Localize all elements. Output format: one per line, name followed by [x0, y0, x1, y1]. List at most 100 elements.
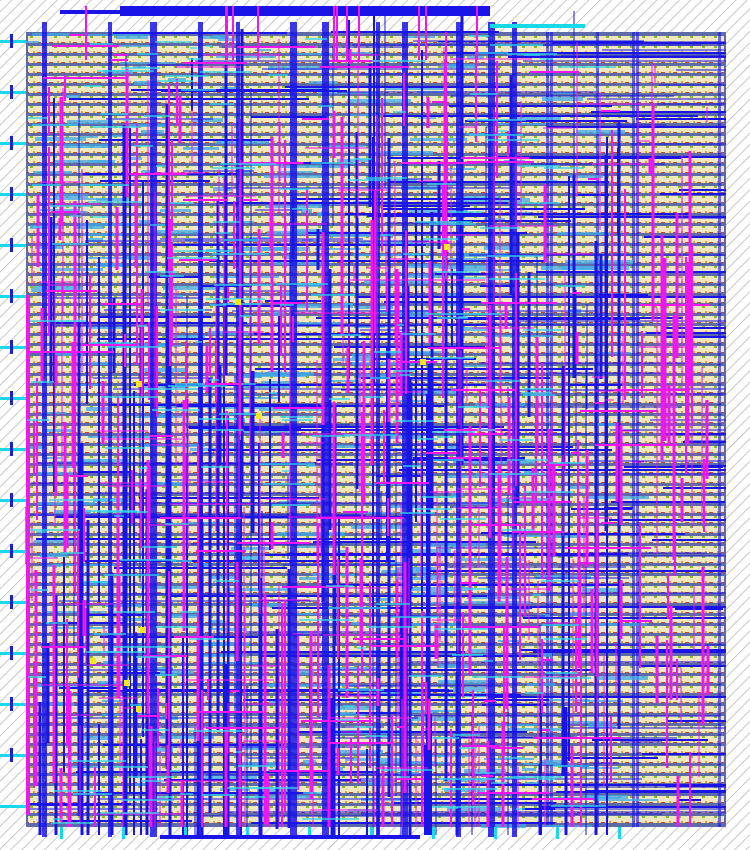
metal-fill-segment: [160, 671, 194, 674]
metal-fill-segment: [33, 286, 83, 288]
metal-fill-segment: [50, 352, 83, 356]
via-marker: [136, 706, 142, 712]
metal-fill-segment: [67, 120, 113, 124]
metal-fill-segment: [444, 788, 485, 792]
metal-fill-segment: [279, 501, 335, 503]
metal-fill-segment: [551, 92, 577, 94]
metal-fill-segment: [86, 238, 103, 242]
metal-fill-segment: [390, 593, 443, 595]
metal-fill-segment: [514, 608, 529, 612]
metal-fill-segment: [56, 194, 88, 198]
metal-fill-segment: [133, 66, 146, 68]
metal-fill-segment: [134, 81, 157, 85]
metal-fill-segment: [40, 268, 103, 271]
metal-fill-segment: [83, 233, 122, 236]
metal-fill-segment: [88, 326, 126, 329]
metal-fill-segment: [257, 789, 290, 792]
metal-fill-segment: [402, 274, 449, 278]
metal-fill-segment: [268, 66, 337, 70]
metal-fill-segment: [333, 358, 376, 361]
io-pin-stub: [10, 493, 13, 507]
metal-fill-segment: [239, 221, 254, 223]
metal-fill-segment: [464, 769, 506, 773]
metal-fill-segment: [202, 642, 249, 646]
metal-fill-segment: [568, 175, 603, 178]
metal-fill-segment: [370, 179, 417, 182]
metal-fill-segment: [171, 335, 205, 338]
metal-fill-segment: [80, 736, 111, 740]
metal-fill-segment: [327, 380, 358, 382]
metal-fill-segment: [54, 510, 91, 514]
metal-fill-segment: [580, 623, 647, 626]
metal-fill-segment: [213, 276, 279, 278]
metal-fill-segment: [401, 623, 464, 626]
metal-fill-segment: [237, 762, 299, 765]
metal-fill-segment: [63, 95, 80, 98]
metal-fill-segment: [213, 35, 229, 39]
io-pin-stub: [10, 85, 13, 99]
io-pin-stub: [10, 340, 13, 354]
io-pin-stub: [10, 289, 13, 303]
metal-fill-segment: [251, 372, 314, 376]
metal-fill-segment: [522, 768, 536, 771]
metal-fill-segment: [135, 416, 182, 418]
io-pin-bottom: [122, 827, 125, 839]
metal-fill-segment: [216, 55, 276, 58]
metal-fill-segment: [252, 603, 290, 607]
metal-fill-segment: [96, 198, 129, 201]
metal-fill-segment: [221, 628, 247, 631]
metal-fill-segment: [367, 598, 394, 601]
io-pin-bottom: [60, 827, 63, 839]
metal-fill-segment: [343, 52, 372, 54]
via-marker: [444, 244, 450, 250]
io-pin-bottom: [308, 827, 311, 839]
io-pin-stub: [10, 34, 13, 48]
metal-fill-segment: [508, 728, 561, 731]
metal-fill-segment: [456, 365, 487, 367]
metal-fill-segment: [89, 160, 106, 163]
metal-fill-segment: [423, 543, 486, 547]
metal-fill-segment: [64, 144, 109, 148]
metal-fill-segment: [74, 226, 104, 229]
metal-fill-segment: [185, 239, 200, 241]
top-bus-line: [60, 10, 490, 14]
metal-fill-segment: [255, 795, 312, 798]
metal-fill-segment: [428, 602, 455, 604]
metal-fill-segment: [540, 653, 552, 657]
metal3-routing-layer: [27, 35, 616, 824]
metal-fill-segment: [441, 293, 458, 297]
metal-fill-segment: [120, 62, 176, 64]
metal-fill-segment: [396, 567, 432, 570]
metal-fill-segment: [326, 233, 393, 237]
metal-fill-segment: [467, 649, 494, 653]
metal-fill-segment: [562, 721, 612, 724]
metal-fill-segment: [109, 45, 157, 47]
metal-fill-segment: [593, 799, 658, 801]
metal-fill-segment: [279, 165, 348, 168]
metal-fill-segment: [201, 662, 265, 664]
metal-fill-segment: [152, 748, 173, 752]
metal-fill-segment: [439, 265, 492, 269]
metal-fill-segment: [43, 429, 76, 432]
metal-fill-segment: [498, 640, 521, 642]
metal-fill-segment: [82, 459, 130, 462]
via-marker: [90, 658, 96, 664]
metal-fill-segment: [210, 576, 241, 579]
metal-fill-segment: [469, 460, 536, 464]
metal-fill-segment: [475, 403, 525, 407]
metal1-trunk: [150, 22, 157, 837]
metal-fill-segment: [455, 196, 500, 199]
metal-fill-segment: [583, 795, 628, 799]
metal-fill-segment: [484, 758, 510, 760]
metal-fill-segment: [291, 322, 342, 325]
metal-fill-segment: [296, 613, 327, 615]
io-pin-stub: [10, 646, 13, 660]
metal-fill-segment: [88, 34, 153, 36]
metal-fill-segment: [372, 310, 431, 314]
metal-fill-segment: [239, 397, 279, 399]
top-pin: [490, 24, 585, 28]
io-pin-bottom: [556, 827, 559, 839]
metal-fill-segment: [140, 368, 188, 372]
